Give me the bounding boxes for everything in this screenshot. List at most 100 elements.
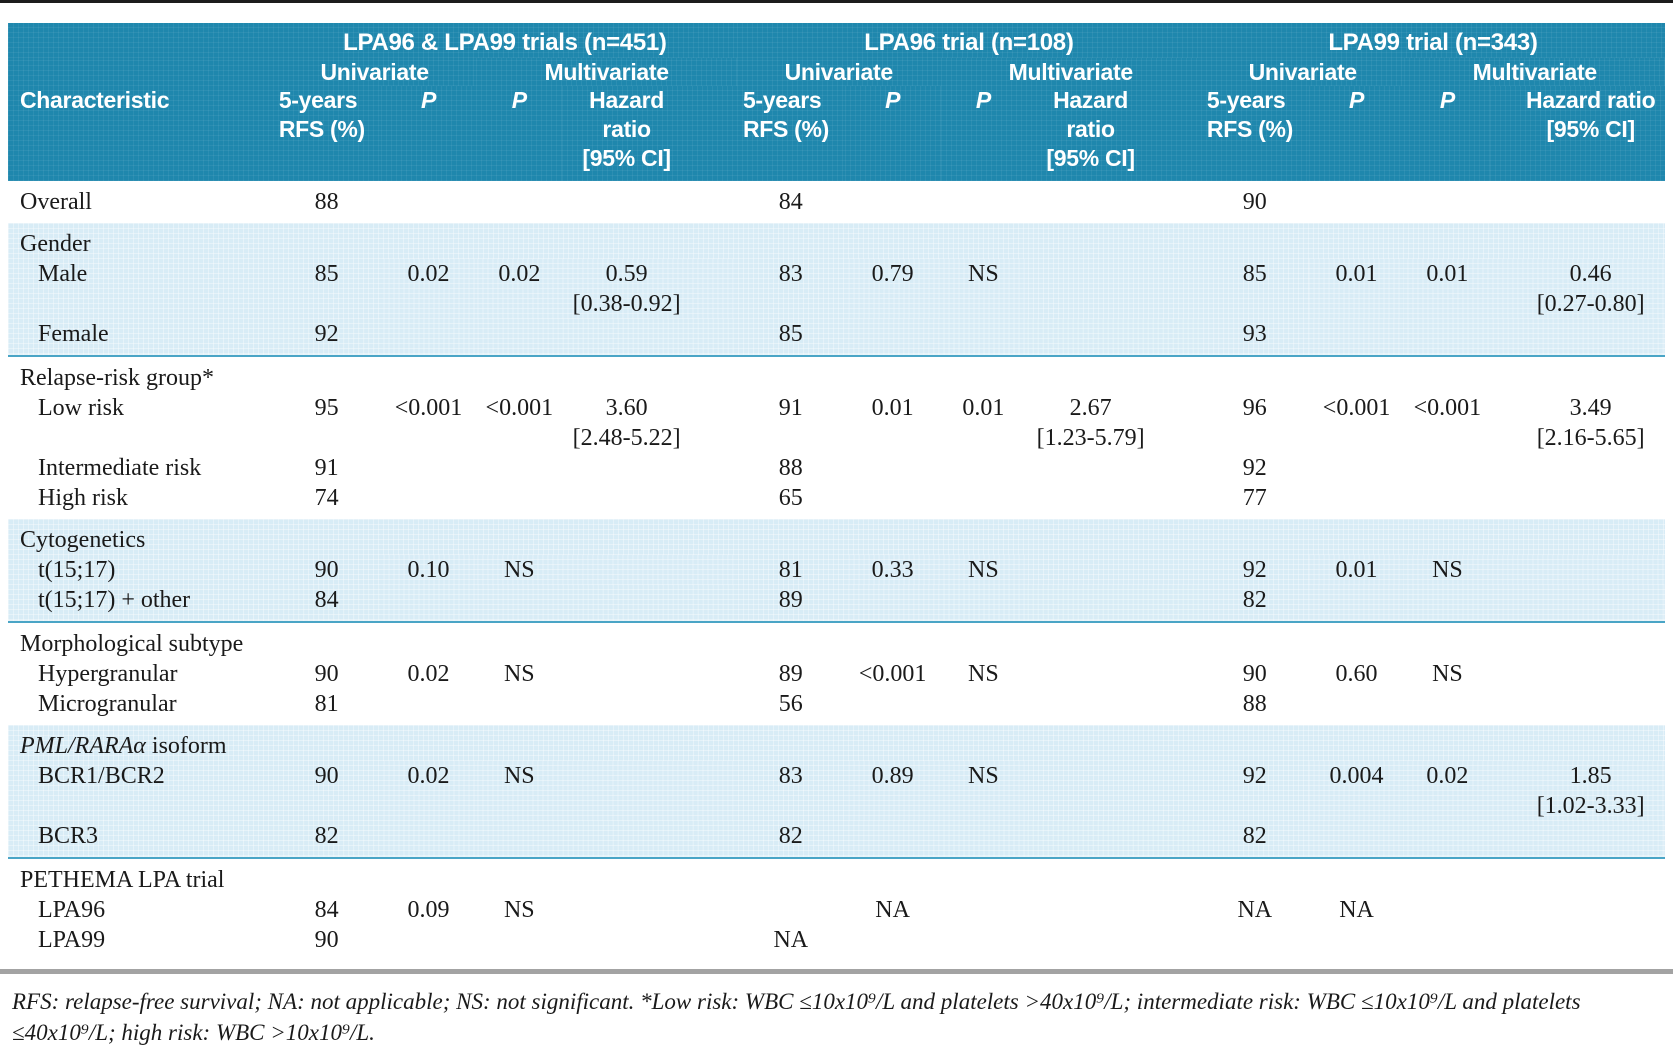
section-gender: Gender Male 85 0.02 0.02 0.59 [0.38-0.92] 83 0.…: [8, 223, 1665, 356]
table-row: Morphological subtype: [8, 622, 1665, 659]
cell-rfs: 82: [1242, 823, 1267, 849]
row-label: PML/RARAα isoform: [8, 725, 273, 761]
cell-p: [941, 319, 1027, 356]
cell-p: 0.01: [871, 395, 914, 421]
cell-p: [845, 483, 941, 519]
cell-p: 0.09: [407, 897, 450, 923]
cell-rfs: 92: [314, 321, 339, 347]
cell-p: [845, 453, 941, 483]
analysis-type-row: Univariate Multivariate Univariate Multi…: [8, 58, 1665, 86]
cell-p: [941, 925, 1027, 961]
row-label-part: isoform: [145, 733, 227, 759]
cell-rfs: 91: [778, 395, 803, 421]
cell-p: NS: [1432, 661, 1463, 687]
cell-rfs: NA: [1237, 897, 1273, 923]
cell-hr: [562, 453, 737, 483]
empty-header-cell: [8, 58, 273, 86]
cell-rfs: 88: [778, 455, 803, 481]
cell-p: [941, 585, 1027, 622]
cell-p: 0.79: [871, 261, 914, 287]
cell-rfs: 83: [778, 261, 803, 287]
cell-p: [476, 689, 562, 725]
row-label: Male: [38, 261, 88, 287]
section-pethema-lpa-trial: PETHEMA LPA trial LPA96 84 0.09 NS NA NA NA LPA9…: [8, 858, 1665, 961]
table-row: t(15;17) + other 84 89 82: [8, 585, 1665, 622]
cell-hr: [1490, 659, 1665, 689]
cell-p: NS: [503, 897, 535, 923]
section-cytogenetics: Cytogenetics t(15;17) 90 0.10 NS 81 0.33 NS 92 0.…: [8, 519, 1665, 622]
cell-hr: [1490, 585, 1665, 622]
col-header-hazard-ratio: Hazard ratio [95% CI]: [562, 86, 737, 181]
row-label: Intermediate risk: [38, 455, 202, 481]
col-header-p-univariate: P: [844, 86, 941, 181]
row-label: LPA99: [38, 927, 106, 953]
cell-p: [941, 483, 1027, 519]
col-header-hazard-ratio: Hazard ratio [95% CI]: [1026, 86, 1201, 181]
table-row: Gender: [8, 223, 1665, 259]
cell-p: [1404, 821, 1490, 858]
empty-cell: [273, 622, 1665, 659]
table-row: PETHEMA LPA trial: [8, 858, 1665, 895]
table-row: LPA99 90 NA: [8, 925, 1665, 961]
cell-rfs: 56: [778, 691, 803, 717]
cell-p: [381, 181, 477, 223]
multivariate-header: Multivariate: [940, 58, 1201, 86]
col-header-p-multivariate: P: [476, 86, 563, 181]
table-row: Male 85 0.02 0.02 0.59 [0.38-0.92] 83 0.79 NS 85…: [8, 259, 1665, 319]
cell-rfs: 93: [1242, 321, 1267, 347]
table-row: Female 92 85 93: [8, 319, 1665, 356]
cell-rfs: 92: [1242, 557, 1267, 583]
cell-rfs: 95: [314, 395, 339, 421]
cell-p: [845, 319, 941, 356]
footer-rule: [0, 969, 1673, 974]
group-title-lpa96-lpa99: LPA96 & LPA99 trials (n=451): [272, 23, 737, 58]
cell-p: NS: [968, 557, 999, 583]
cell-p: [381, 925, 477, 961]
cell-p: [1309, 585, 1405, 622]
cell-p: NA: [875, 897, 910, 923]
empty-cell: [273, 858, 1665, 895]
col-header-p-univariate: P: [1308, 86, 1405, 181]
cell-p: [381, 453, 477, 483]
cell-rfs: [737, 895, 845, 925]
section-pml-rara-isoform: PML/RARAα isoform BCR1/BCR2 90 0.02 NS 83 0.89…: [8, 725, 1665, 858]
cell-p: 0.02: [498, 261, 541, 287]
cell-hr: [1490, 319, 1665, 356]
cell-rfs: 89: [778, 587, 803, 613]
cell-rfs: 65: [778, 485, 803, 511]
top-rule: [0, 0, 1673, 3]
cell-p: [845, 925, 941, 961]
cell-p: [1404, 319, 1490, 356]
row-label: t(15;17): [38, 557, 116, 583]
cell-p: [1309, 453, 1405, 483]
cell-rfs: 89: [778, 661, 803, 687]
cell-hr: [562, 659, 737, 689]
row-label: Gender: [20, 231, 91, 257]
cell-rfs: 74: [314, 485, 339, 511]
cell-hr: [1026, 761, 1201, 821]
table-row: Cytogenetics: [8, 519, 1665, 555]
col-header-p-univariate: P: [380, 86, 477, 181]
cell-p: [381, 483, 477, 519]
cell-rfs: 84: [778, 189, 803, 215]
cell-hr: [1026, 659, 1201, 689]
cell-rfs: 90: [314, 557, 339, 583]
row-label: Morphological subtype: [20, 631, 244, 657]
univariate-header: Univariate: [1200, 58, 1405, 86]
cell-p: [381, 319, 477, 356]
cell-p: [941, 453, 1027, 483]
empty-cell: [273, 356, 1665, 393]
cell-hr: [562, 761, 737, 821]
cell-p: [476, 585, 562, 622]
table-row: Microgranular 81 56 88: [8, 689, 1665, 725]
empty-header-cell: [8, 23, 273, 58]
cell-hr: [1490, 555, 1665, 585]
cell-rfs: 88: [314, 189, 339, 215]
cell-rfs: 84: [314, 587, 339, 613]
cell-rfs: [1201, 925, 1309, 961]
row-label: t(15;17) + other: [38, 587, 191, 613]
cell-p: [941, 689, 1027, 725]
row-label: Cytogenetics: [20, 527, 146, 553]
cell-p: [476, 319, 562, 356]
cell-hr: [1490, 483, 1665, 519]
